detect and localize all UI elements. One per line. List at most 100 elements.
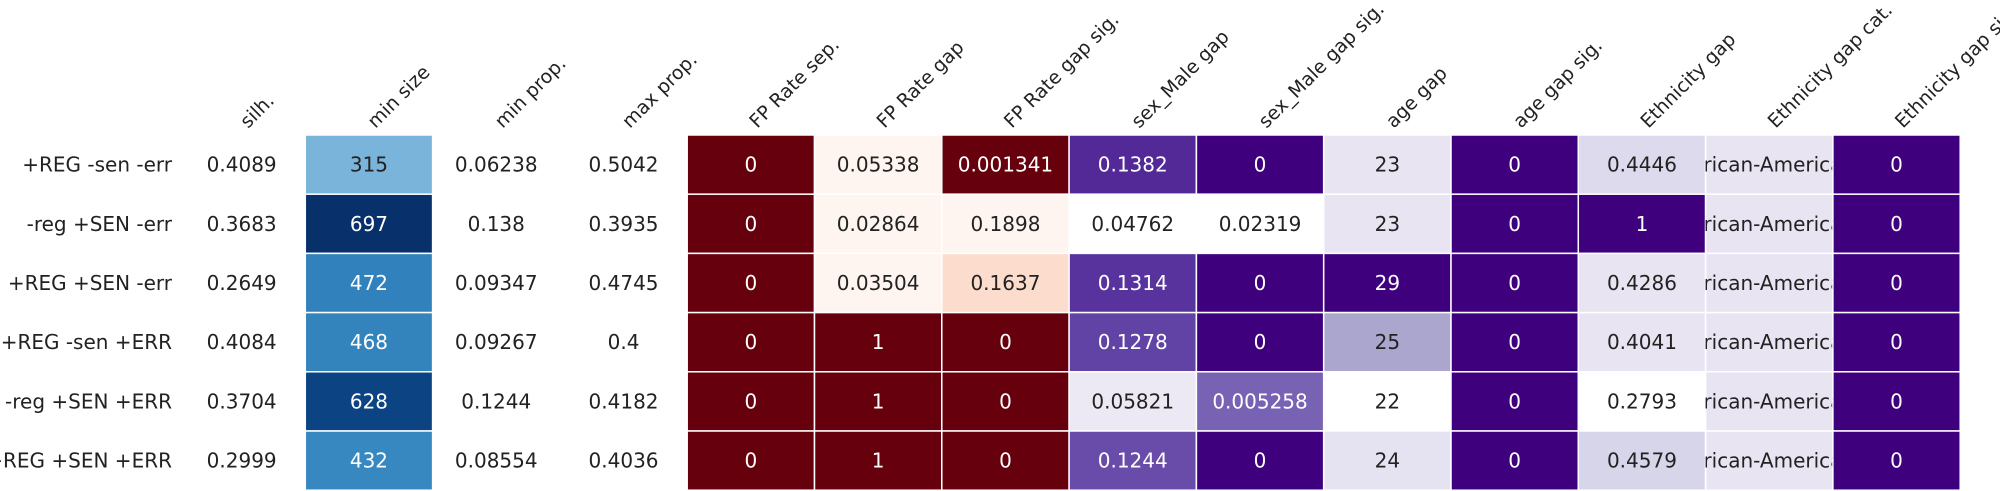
heatmap-cell: [1068, 371, 1198, 432]
row-label: +REG +SEN -err: [8, 271, 173, 295]
cell-value: 0: [1508, 449, 1521, 473]
heatmap-cell: [304, 134, 434, 195]
cell-value: 0: [999, 449, 1012, 473]
heatmap-cell: [304, 430, 434, 491]
heatmap-cell: [1704, 371, 1834, 432]
cell-value: 0: [1254, 449, 1267, 473]
cell-value: 24: [1375, 449, 1400, 473]
heatmap-cell: [686, 371, 816, 432]
cell-value: 0.4745: [589, 271, 659, 295]
column-label-ethnicity-gap-sig: Ethnicity gap sig.: [1891, 1, 2000, 133]
cell-value: 0: [1508, 212, 1521, 236]
row-labels: +REG -sen -err -reg +SEN -err +REG +SEN -e…: [0, 153, 173, 473]
cell-value: 0: [1508, 153, 1521, 177]
cell-value: 0.1278: [1098, 330, 1168, 354]
heatmap-cell: [1068, 430, 1198, 491]
heatmap-cell: [1322, 371, 1452, 432]
cell-value: 1: [872, 449, 885, 473]
cell-value: 0.05821: [1091, 389, 1174, 413]
cell-value: African-American: [1683, 449, 1855, 473]
cell-value: 22: [1375, 389, 1400, 413]
heatmap-cell: [941, 371, 1070, 432]
cell-value: 0.001341: [958, 153, 1053, 177]
cell-value: African-American: [1683, 271, 1855, 295]
cell-value: 472: [350, 271, 388, 295]
heatmap-cell: [1704, 134, 1834, 195]
cell-value: 628: [350, 389, 388, 413]
cell-value: 0.03504: [837, 271, 920, 295]
cell-value: 0.4084: [207, 330, 277, 354]
cell-value: 0.4041: [1607, 330, 1677, 354]
heatmap-cell: [1195, 311, 1325, 373]
column-label-min-size: min size: [363, 61, 434, 132]
row-label: +REG -sen -err: [22, 153, 173, 177]
cell-value: 0.1898: [970, 212, 1040, 236]
cell-value: 0.4579: [1607, 449, 1677, 473]
heatmap-cell: [813, 193, 943, 255]
cell-value: 0: [1890, 271, 1903, 295]
column-label-sex-male-gap-sig: sex_Male gap sig.: [1254, 0, 1388, 133]
row-label: +REG -sen +ERR: [1, 330, 172, 354]
heatmap-cell: [1832, 252, 1961, 314]
cell-value: 0: [999, 330, 1012, 354]
cell-value: 1: [1636, 212, 1649, 236]
heatmap-cell: [1577, 430, 1707, 491]
cell-value: 0.2999: [207, 449, 277, 473]
cell-value: African-American: [1683, 153, 1855, 177]
cell-value: 0: [1508, 389, 1521, 413]
cell-value: 0.4: [608, 330, 640, 354]
row-label: +REG +SEN +ERR: [0, 449, 172, 473]
column-label-age-gap: age gap: [1382, 62, 1452, 132]
cell-value: 697: [350, 212, 388, 236]
heatmap-cell: [813, 371, 943, 432]
cell-value: 0: [1508, 271, 1521, 295]
column-label-fp-rate-gap-sig: FP Rate gap sig.: [1000, 9, 1124, 133]
heatmap-cell: [1832, 134, 1961, 195]
cell-value: 0: [744, 271, 757, 295]
cell-value: 0.09347: [455, 271, 538, 295]
cell-value: 0.1244: [461, 389, 531, 413]
heatmap-cell: [941, 430, 1070, 491]
cell-value: 0.4182: [589, 389, 659, 413]
cell-value: 0.138: [468, 212, 525, 236]
cell-value: 0.04762: [1091, 212, 1174, 236]
heatmap-cell: [686, 430, 816, 491]
cell-value: 0.3704: [207, 389, 277, 413]
cell-value: 0: [744, 212, 757, 236]
heatmap-cell: [1322, 193, 1452, 255]
heatmap-cell: [1450, 193, 1580, 255]
column-label-sex-male-gap: sex_Male gap: [1127, 26, 1234, 133]
column-label-ethnicity-gap: Ethnicity gap: [1636, 29, 1740, 133]
cell-value: 0.02864: [837, 212, 920, 236]
cell-value: 0.3683: [207, 212, 277, 236]
heatmap-cell: [304, 252, 434, 314]
column-label-fp-rate-sep: FP Rate sep.: [745, 34, 844, 133]
heatmap-cell: [1704, 193, 1834, 255]
cell-value: 0: [1890, 449, 1903, 473]
cell-value: 0: [1508, 330, 1521, 354]
cell-value: 0: [744, 449, 757, 473]
cell-value: 0.2793: [1607, 389, 1677, 413]
heatmap-cell: [1068, 252, 1198, 314]
cell-value: 1: [872, 389, 885, 413]
cell-value: African-American: [1683, 330, 1855, 354]
heatmap-cell: [1577, 371, 1707, 432]
heatmap-cell: [813, 311, 943, 373]
cell-value: African-American: [1683, 389, 1855, 413]
cell-value: 0: [999, 389, 1012, 413]
column-label-age-gap-sig: age gap sig.: [1509, 35, 1607, 133]
cell-value: 0.1244: [1098, 449, 1168, 473]
cell-value: 0.4446: [1607, 153, 1677, 177]
row-label: -reg +SEN +ERR: [5, 389, 172, 413]
cell-value: 1: [872, 330, 885, 354]
cell-value: 0: [1254, 330, 1267, 354]
heatmap-cell: [1322, 430, 1452, 491]
heatmap-cell: [1195, 371, 1325, 432]
cell-value: 0.4286: [1607, 271, 1677, 295]
column-label-max-prop: max prop.: [618, 49, 702, 133]
cell-value: 0.4089: [207, 153, 277, 177]
cell-value: 0: [1254, 153, 1267, 177]
cell-value: 0.08554: [455, 449, 538, 473]
heatmap-cell: [941, 311, 1070, 373]
